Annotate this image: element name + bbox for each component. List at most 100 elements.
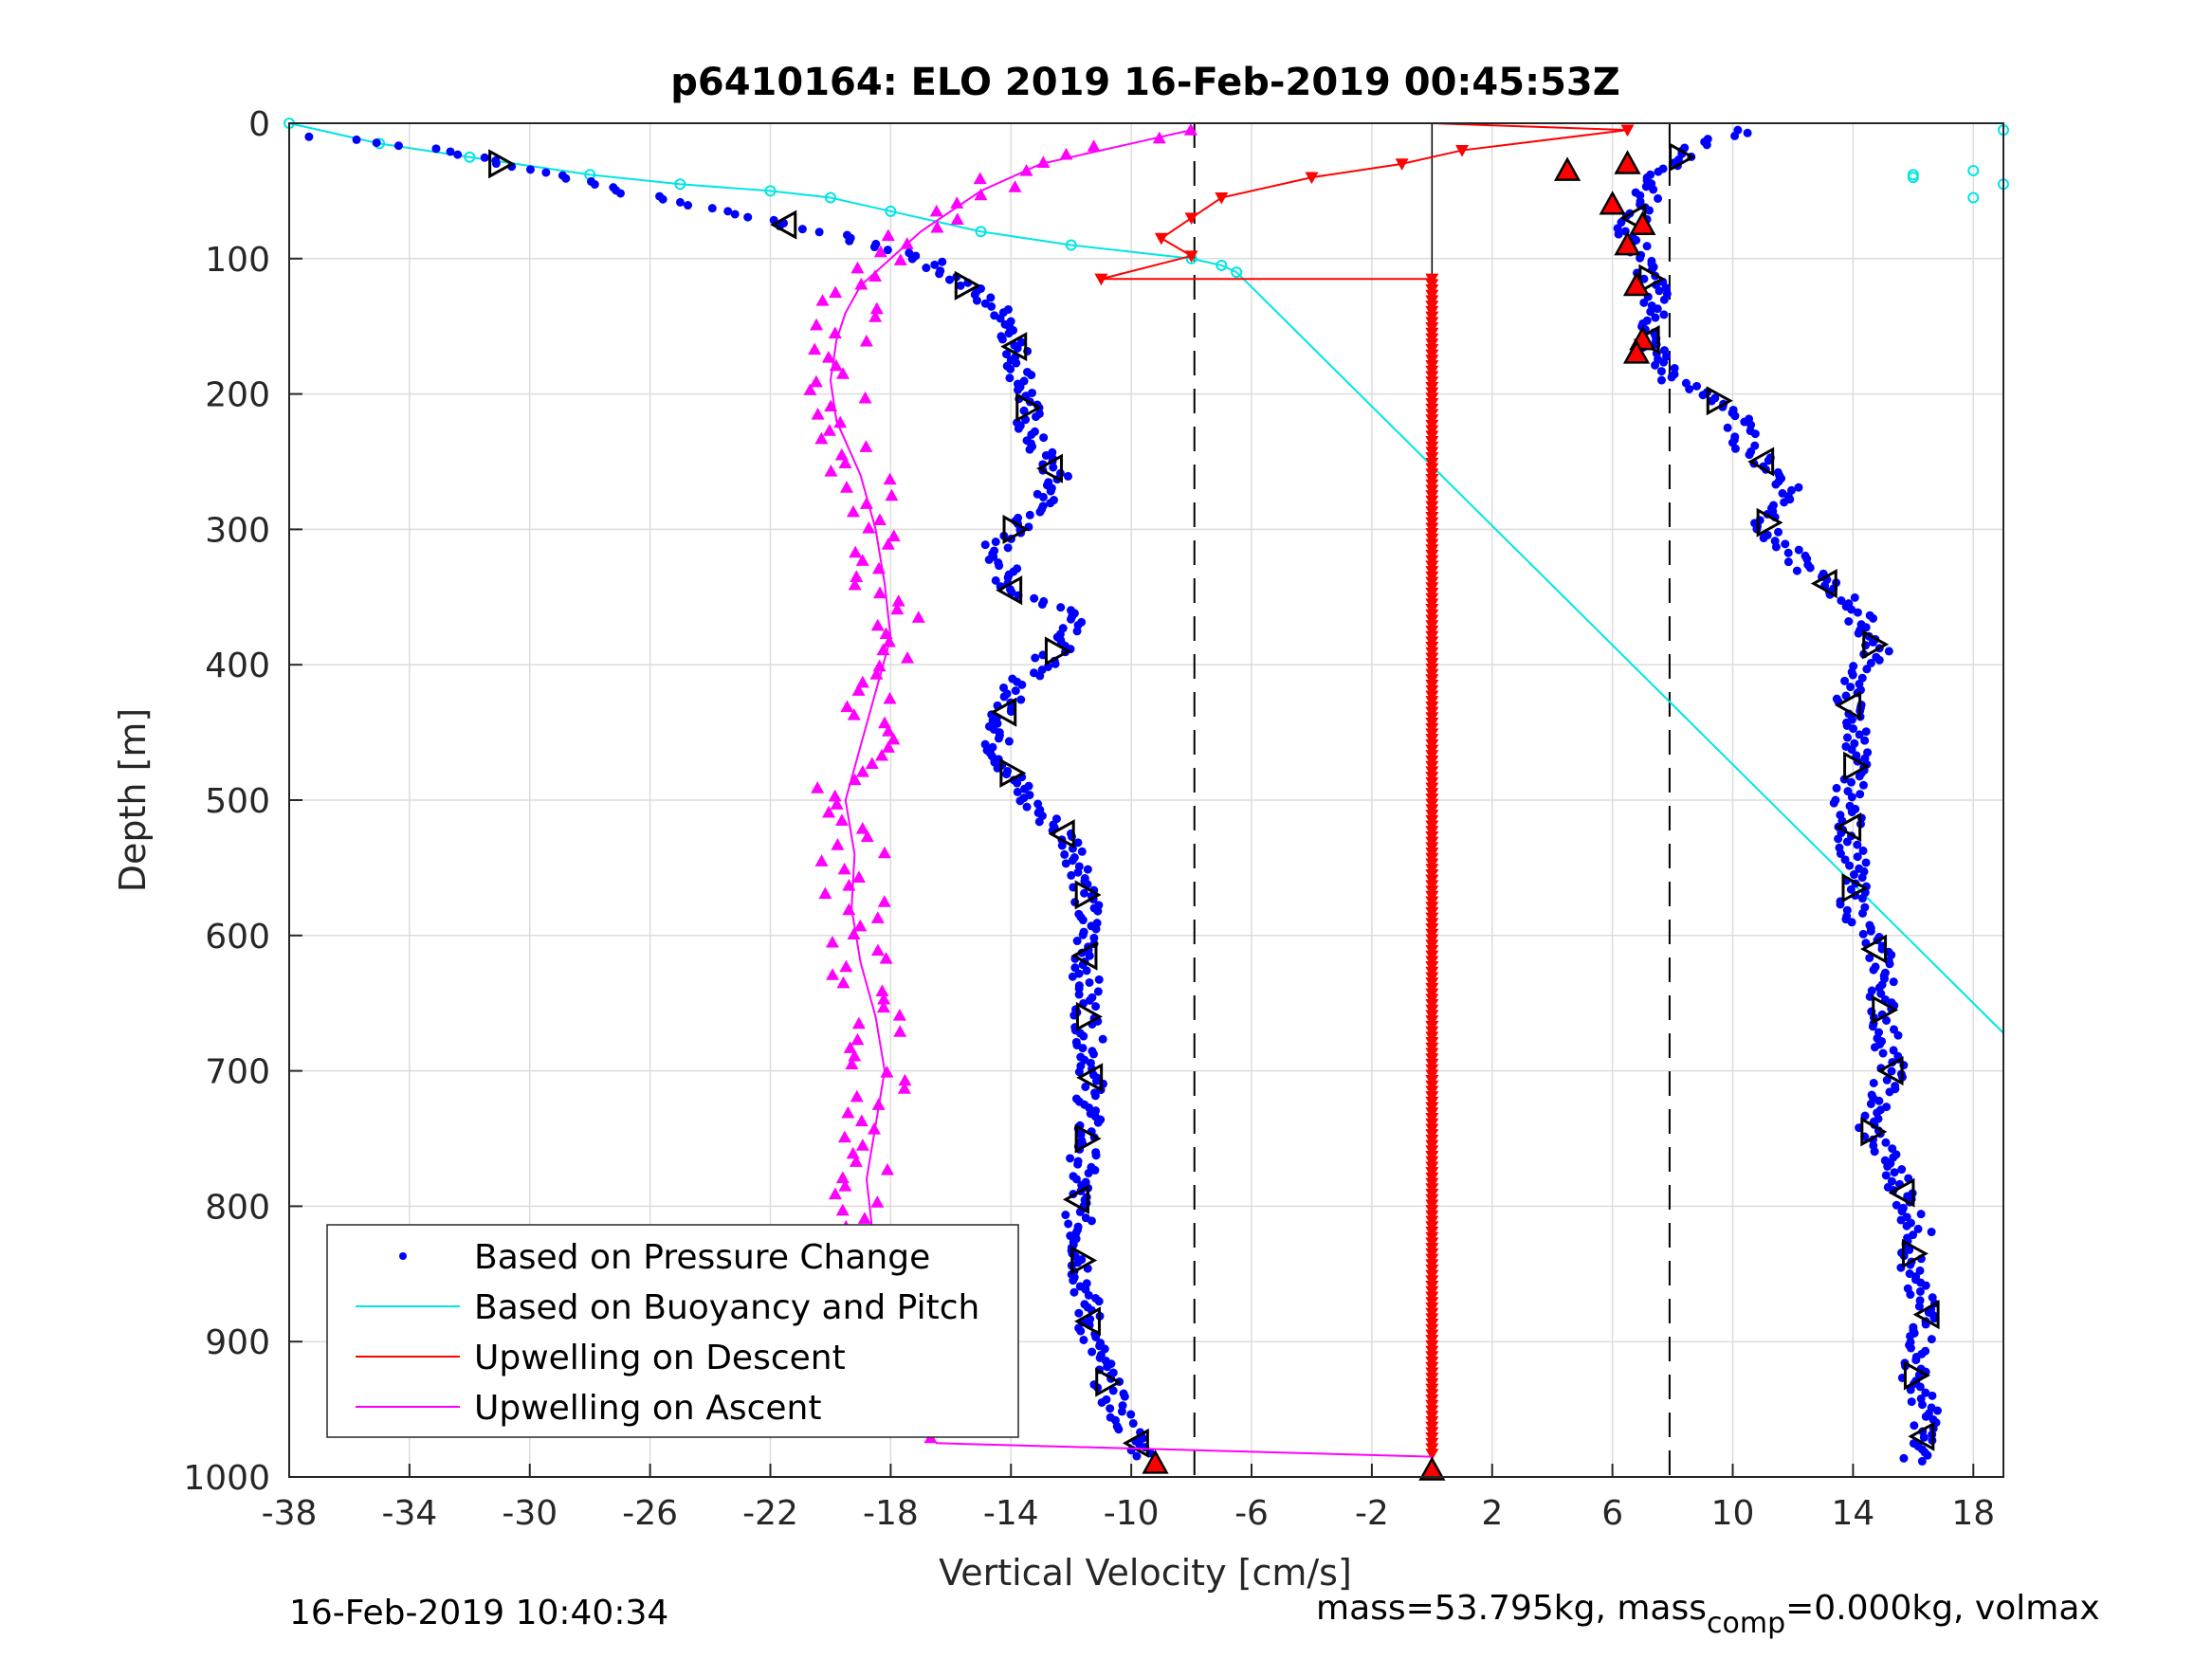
- pressure-change-point: [1060, 849, 1069, 859]
- ascent-upwelling-marker: [835, 367, 850, 379]
- ascent-upwelling-marker: [849, 1155, 863, 1167]
- ascent-upwelling-marker: [855, 554, 869, 566]
- ascent-upwelling-marker: [833, 415, 848, 428]
- ascent-upwelling-marker: [859, 440, 873, 452]
- pressure-change-point: [1889, 977, 1898, 987]
- pressure-change-point: [1642, 242, 1652, 251]
- pressure-change-point: [1878, 1048, 1888, 1058]
- pressure-change-point: [491, 159, 501, 169]
- ascent-upwelling-marker: [842, 902, 856, 916]
- pressure-change-point: [1730, 131, 1740, 140]
- pressure-change-point: [1089, 933, 1099, 942]
- pressure-change-point: [1860, 1111, 1870, 1121]
- pressure-change-point: [1774, 527, 1783, 537]
- pressure-change-point: [1093, 987, 1103, 996]
- pressure-change-point: [1030, 593, 1039, 603]
- ascent-upwelling-marker: [876, 1000, 890, 1013]
- ascent-upwelling-marker: [877, 846, 891, 859]
- ascent-upwelling-marker: [877, 992, 891, 1005]
- pressure-change-point: [997, 335, 1007, 344]
- pressure-change-point: [1061, 1211, 1070, 1220]
- descent-upwelling-marker: [1629, 210, 1656, 235]
- ascent-upwelling-marker: [854, 1114, 868, 1127]
- pressure-change-point: [1698, 391, 1708, 400]
- legend-label-buoyancy: Based on Buoyancy and Pitch: [474, 1288, 979, 1327]
- pressure-change-point: [561, 173, 571, 183]
- pressure-change-triangle: [1048, 819, 1075, 849]
- pressure-change-triangle: [1073, 1306, 1101, 1337]
- ascent-upwelling-marker: [860, 830, 874, 843]
- pressure-change-triangle: [1062, 1184, 1089, 1214]
- pressure-change-point: [1084, 1290, 1093, 1300]
- pressure-change-point: [1614, 229, 1623, 239]
- pressure-change-triangle: [1860, 1117, 1888, 1147]
- buoyancy-point: [1065, 239, 1077, 251]
- ascent-upwelling-marker: [872, 513, 887, 526]
- pressure-change-point: [1916, 1210, 1926, 1219]
- ascent-upwelling-marker: [870, 1195, 885, 1208]
- ascent-upwelling-marker: [808, 342, 822, 356]
- pressure-change-point: [1025, 510, 1034, 520]
- ascent-upwelling-marker: [891, 594, 905, 607]
- pressure-change-point: [1759, 534, 1768, 543]
- pressure-change-triangle: [1841, 873, 1869, 903]
- ascent-upwelling-marker: [973, 172, 987, 185]
- reference-lines: [1193, 123, 1671, 1477]
- pressure-change-point: [1654, 167, 1663, 176]
- pressure-change-point: [590, 180, 599, 190]
- pressure-change-point: [1921, 1412, 1930, 1421]
- ascent-upwelling-marker: [876, 643, 890, 656]
- ascent-upwelling-marker: [847, 708, 861, 720]
- pressure-change-point: [1844, 617, 1854, 627]
- pressure-change-point: [1805, 563, 1815, 573]
- pressure-change-point: [1834, 834, 1843, 844]
- pressure-change-point: [1002, 350, 1012, 359]
- pressure-change-point: [1837, 596, 1846, 606]
- ascent-upwelling-marker: [828, 1187, 842, 1200]
- pressure-change-point: [922, 264, 931, 273]
- pressure-change-point: [1858, 846, 1868, 855]
- ascent-upwelling-marker: [803, 383, 817, 395]
- pressure-change-point: [1068, 856, 1077, 866]
- pressure-change-point: [1091, 924, 1101, 934]
- pressure-change-point: [1846, 683, 1856, 692]
- ascent-upwelling-marker: [869, 301, 884, 315]
- ascent-upwelling-marker: [1008, 180, 1022, 192]
- pressure-change-triangle: [1862, 629, 1890, 660]
- pressure-change-point: [1899, 1453, 1909, 1463]
- pressure-change-point: [1915, 1266, 1925, 1275]
- pressure-change-point: [1883, 1161, 1892, 1171]
- pressure-change-point: [1080, 888, 1089, 898]
- ascent-upwelling-marker: [824, 464, 838, 477]
- pressure-change-point: [1022, 802, 1032, 811]
- legend-box: [326, 1224, 1019, 1438]
- pressure-change-point: [1074, 984, 1084, 994]
- ascent-upwelling-marker: [911, 611, 925, 623]
- pressure-change-point: [1035, 507, 1045, 517]
- pressure-change-point: [1919, 1432, 1929, 1442]
- pressure-change-point: [352, 135, 361, 144]
- y-tick-label: 900: [205, 1323, 270, 1362]
- pressure-change-point: [1914, 1302, 1924, 1311]
- ascent-upwelling-marker: [883, 472, 897, 485]
- pressure-change-point: [1764, 456, 1773, 465]
- pressure-change-point: [1840, 855, 1850, 865]
- ascent-upwelling-marker: [882, 724, 896, 737]
- ascent-upwelling-marker: [849, 545, 863, 558]
- y-tick-label: 300: [205, 511, 270, 550]
- ascent-upwelling-marker: [822, 805, 836, 818]
- pressure-change-point: [1013, 787, 1022, 796]
- descent-upwelling-marker: [1305, 172, 1319, 185]
- pressure-change-point: [1927, 1228, 1936, 1237]
- ascent-upwelling-marker: [890, 602, 905, 615]
- x-tick-label: 6: [1601, 1494, 1623, 1533]
- ascent-upwelling-marker: [875, 748, 889, 761]
- pressure-change-point: [1067, 614, 1076, 624]
- pressure-change-point: [1108, 1386, 1118, 1395]
- axes-box: [288, 122, 2004, 1478]
- pressure-change-point: [1848, 670, 1857, 680]
- pressure-change-triangle: [1669, 142, 1696, 173]
- pressure-change-point: [1079, 1031, 1088, 1041]
- pressure-change-point: [1906, 1385, 1915, 1395]
- pressure-change-point: [1910, 1421, 1919, 1431]
